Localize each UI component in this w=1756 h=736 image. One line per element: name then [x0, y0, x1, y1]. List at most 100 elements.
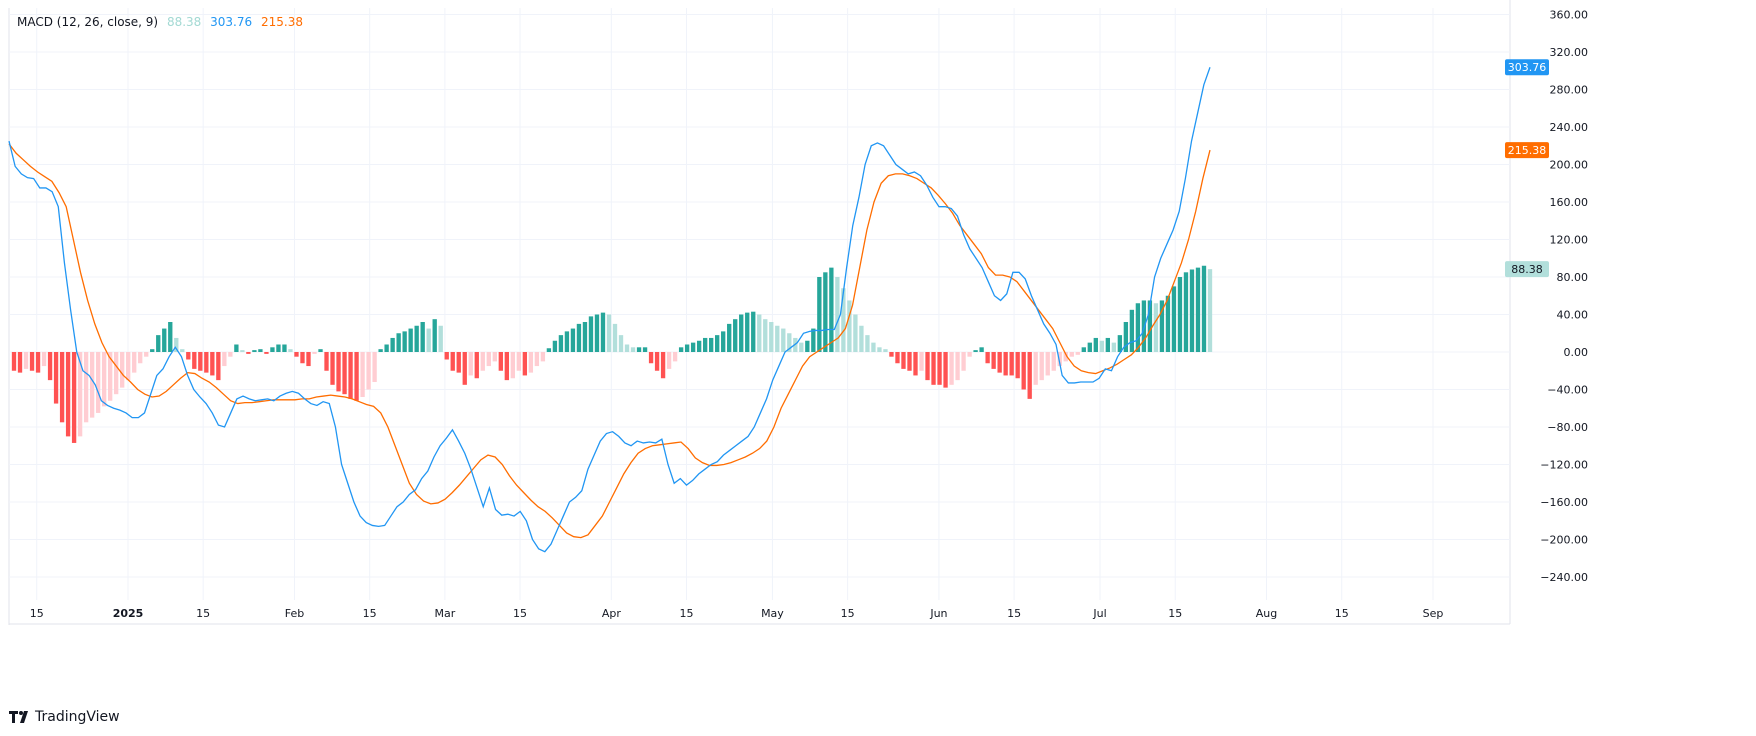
histogram-bar	[1063, 352, 1068, 362]
histogram-bar	[690, 342, 696, 353]
last-value-label-text: 303.76	[1508, 61, 1547, 74]
histogram-bar	[198, 352, 203, 371]
histogram-bar	[805, 340, 810, 352]
histogram-bar	[1015, 352, 1020, 379]
histogram-bar	[1075, 352, 1080, 355]
histogram-bar	[546, 348, 552, 352]
histogram-bar	[534, 352, 540, 367]
histogram-bar	[721, 331, 726, 353]
histogram-bar	[300, 352, 305, 364]
x-tick-label: 15	[196, 607, 210, 620]
histogram-bar	[781, 328, 786, 352]
histogram-bar	[120, 352, 125, 388]
histogram-bar	[360, 352, 365, 397]
histogram-bar	[751, 311, 756, 352]
histogram-bar	[1111, 342, 1117, 353]
histogram-bar	[1039, 352, 1044, 381]
histogram-bar	[624, 344, 630, 352]
histogram-bar	[919, 352, 924, 371]
histogram-bar	[468, 352, 473, 376]
price-axis[interactable]: 360.00 320.00 280.00 240.00 200.00 160.00 120.…	[1540, 9, 1588, 585]
histogram-bar	[660, 352, 666, 379]
macd-histogram	[11, 265, 1213, 443]
y-tick-label: 120.00	[1550, 234, 1589, 247]
time-axis[interactable]: 15 2025 15 Feb 15 Mar 15 Apr 15 May 15 Jun 15 Jul 15 Au…	[30, 607, 1444, 620]
histogram-bar	[943, 352, 948, 388]
histogram-bar	[324, 352, 329, 371]
histogram-bar	[636, 347, 642, 352]
last-value-labels: 303.76 215.38 88.38	[1505, 59, 1549, 278]
histogram-bar	[1177, 277, 1183, 352]
histogram-bar	[174, 337, 179, 352]
histogram-bar	[162, 328, 167, 352]
x-tick-label: 15	[1168, 607, 1182, 620]
histogram-bar	[132, 352, 137, 373]
histogram-bar	[949, 352, 954, 385]
histogram-bar	[1087, 342, 1092, 353]
histogram-bar	[53, 352, 59, 404]
histogram-bar	[192, 352, 197, 369]
y-tick-label: 320.00	[1550, 46, 1589, 59]
histogram-bar	[354, 352, 359, 401]
y-tick-label: 360.00	[1550, 9, 1589, 22]
y-tick-label: 160.00	[1550, 196, 1589, 209]
histogram-bar	[775, 325, 780, 352]
x-tick-label: Jun	[929, 607, 947, 620]
last-value-label-bg	[1505, 142, 1549, 159]
histogram-bar	[594, 314, 600, 352]
histogram-bar	[492, 352, 497, 362]
histogram-bar	[973, 350, 978, 353]
histogram-bar	[1093, 337, 1098, 352]
histogram-bar	[234, 344, 239, 352]
histogram-bar	[727, 323, 732, 353]
histogram-bar	[336, 352, 341, 392]
histogram-bar	[985, 352, 990, 364]
last-value-label-macd: 303.76	[1505, 59, 1549, 76]
x-tick-label: Mar	[434, 607, 455, 620]
x-tick-label: 15	[841, 607, 855, 620]
indicator-legend[interactable]: MACD (12, 26, close, 9) 88.38 303.76 215…	[17, 15, 308, 29]
histogram-bar	[1201, 265, 1207, 352]
histogram-bar	[348, 352, 353, 399]
last-value-label-text: 88.38	[1511, 263, 1543, 276]
histogram-bar	[745, 312, 750, 353]
histogram-bar	[588, 316, 594, 353]
histogram-bar	[763, 319, 768, 352]
histogram-bar	[558, 335, 564, 353]
histogram-bar	[570, 328, 576, 352]
histogram-bar	[186, 352, 191, 360]
histogram-bar	[1033, 352, 1038, 385]
last-value-label-signal: 215.38	[1505, 142, 1549, 159]
histogram-bar	[474, 352, 479, 379]
histogram-bar	[318, 349, 323, 352]
histogram-bar	[678, 347, 684, 352]
histogram-bar	[889, 352, 894, 357]
histogram-bar	[222, 352, 227, 367]
histogram-bar	[294, 352, 299, 357]
indicator-name: MACD (12, 26, close, 9)	[17, 15, 159, 29]
y-tick-label: 200.00	[1550, 159, 1589, 172]
histogram-bar	[1105, 337, 1110, 352]
histogram-bar	[600, 312, 606, 353]
histogram-bar	[925, 352, 930, 381]
histogram-bar	[967, 352, 972, 357]
histogram-bar	[498, 352, 503, 371]
histogram-bar	[282, 344, 287, 352]
histogram-bar	[276, 344, 281, 352]
histogram-bar	[582, 322, 588, 352]
histogram-bar	[1009, 352, 1014, 376]
histogram-bar	[246, 352, 251, 354]
tradingview-branding[interactable]: TradingView	[9, 709, 120, 725]
histogram-bar	[552, 340, 558, 352]
histogram-bar	[444, 352, 449, 360]
macd-value: 303.76	[210, 15, 253, 29]
histogram-bar	[35, 352, 41, 373]
y-tick-label: 280.00	[1550, 84, 1589, 97]
histogram-bar	[29, 352, 35, 371]
histogram-bar	[144, 352, 149, 357]
x-tick-label: 15	[513, 607, 527, 620]
histogram-bar	[865, 335, 870, 353]
histogram-bar	[168, 322, 173, 352]
histogram-bar	[510, 352, 515, 379]
histogram-bar	[979, 347, 984, 352]
